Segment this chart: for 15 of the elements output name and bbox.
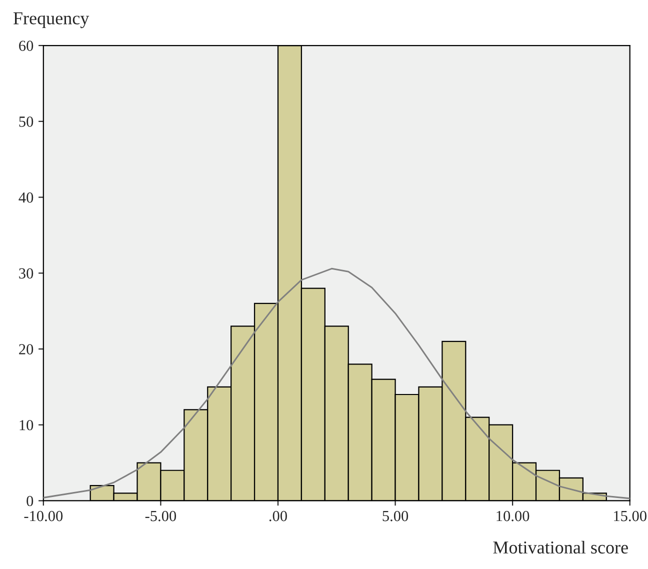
y-tick-label: 60 [19,40,34,51]
y-tick-label: 50 [19,116,34,127]
x-tick-label: 10.00 [496,510,530,522]
y-tick-label: 40 [18,192,34,203]
x-tick-label: .00 [269,510,287,522]
y-tick-label: 10 [20,420,34,430]
y-axis-title: Frequency [13,12,90,28]
x-tick-label: 5.00 [382,510,408,522]
x-tick-label: 15.00 [614,510,646,522]
x-axis-title: Motivational score [493,540,628,554]
x-tick-label: -10.00 [24,510,63,522]
y-tick-label: 20 [19,344,34,354]
y-tick-label: 0 [26,496,34,506]
x-tick-label: -5.00 [145,510,176,522]
y-tick-label: 30 [19,268,34,279]
